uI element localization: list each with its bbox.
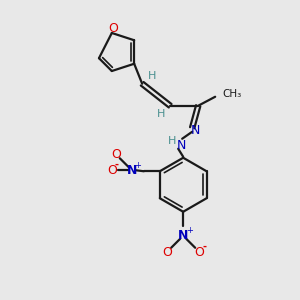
Text: H: H (148, 71, 156, 81)
Text: N: N (127, 164, 137, 177)
Text: O: O (194, 246, 204, 259)
Text: H: H (168, 136, 176, 146)
Text: N: N (190, 124, 200, 137)
Text: +: + (186, 226, 193, 235)
Text: CH₃: CH₃ (222, 89, 242, 99)
Text: O: O (162, 246, 172, 259)
Text: N: N (176, 139, 186, 152)
Text: O: O (108, 22, 118, 35)
Text: -: - (115, 159, 119, 169)
Text: +: + (134, 161, 141, 170)
Text: H: H (157, 109, 165, 119)
Text: O: O (107, 164, 117, 177)
Text: O: O (111, 148, 121, 161)
Text: -: - (202, 242, 206, 252)
Text: N: N (178, 229, 188, 242)
